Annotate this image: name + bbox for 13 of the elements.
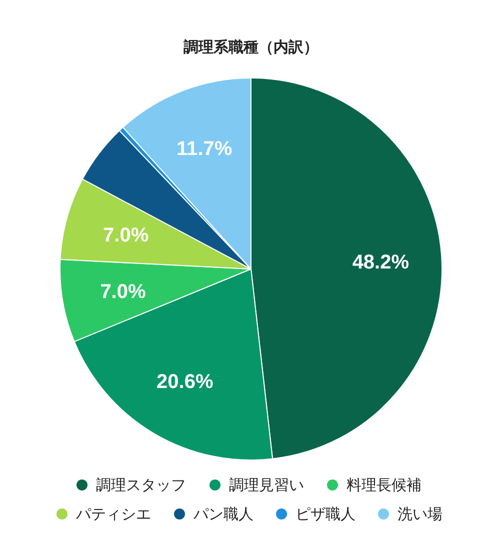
data-label: 48.2% <box>352 252 410 274</box>
legend-label: 調理スタッフ <box>96 477 186 494</box>
data-label: 11.7% <box>176 138 232 160</box>
data-label: 7.0% <box>103 224 149 246</box>
data-label: 20.6% <box>156 370 214 393</box>
legend-label: パティシエ <box>75 506 151 523</box>
chart-title: 調理系職種（内訳） <box>184 38 318 56</box>
legend-label: 料理長候補 <box>346 477 422 494</box>
data-label: 7.0% <box>100 280 146 303</box>
legend-label: パン職人 <box>192 506 254 523</box>
legend-label: ピザ職人 <box>296 506 356 523</box>
legend-label: 調理見習い <box>229 477 304 494</box>
legend-label: 洗い場 <box>398 506 442 523</box>
